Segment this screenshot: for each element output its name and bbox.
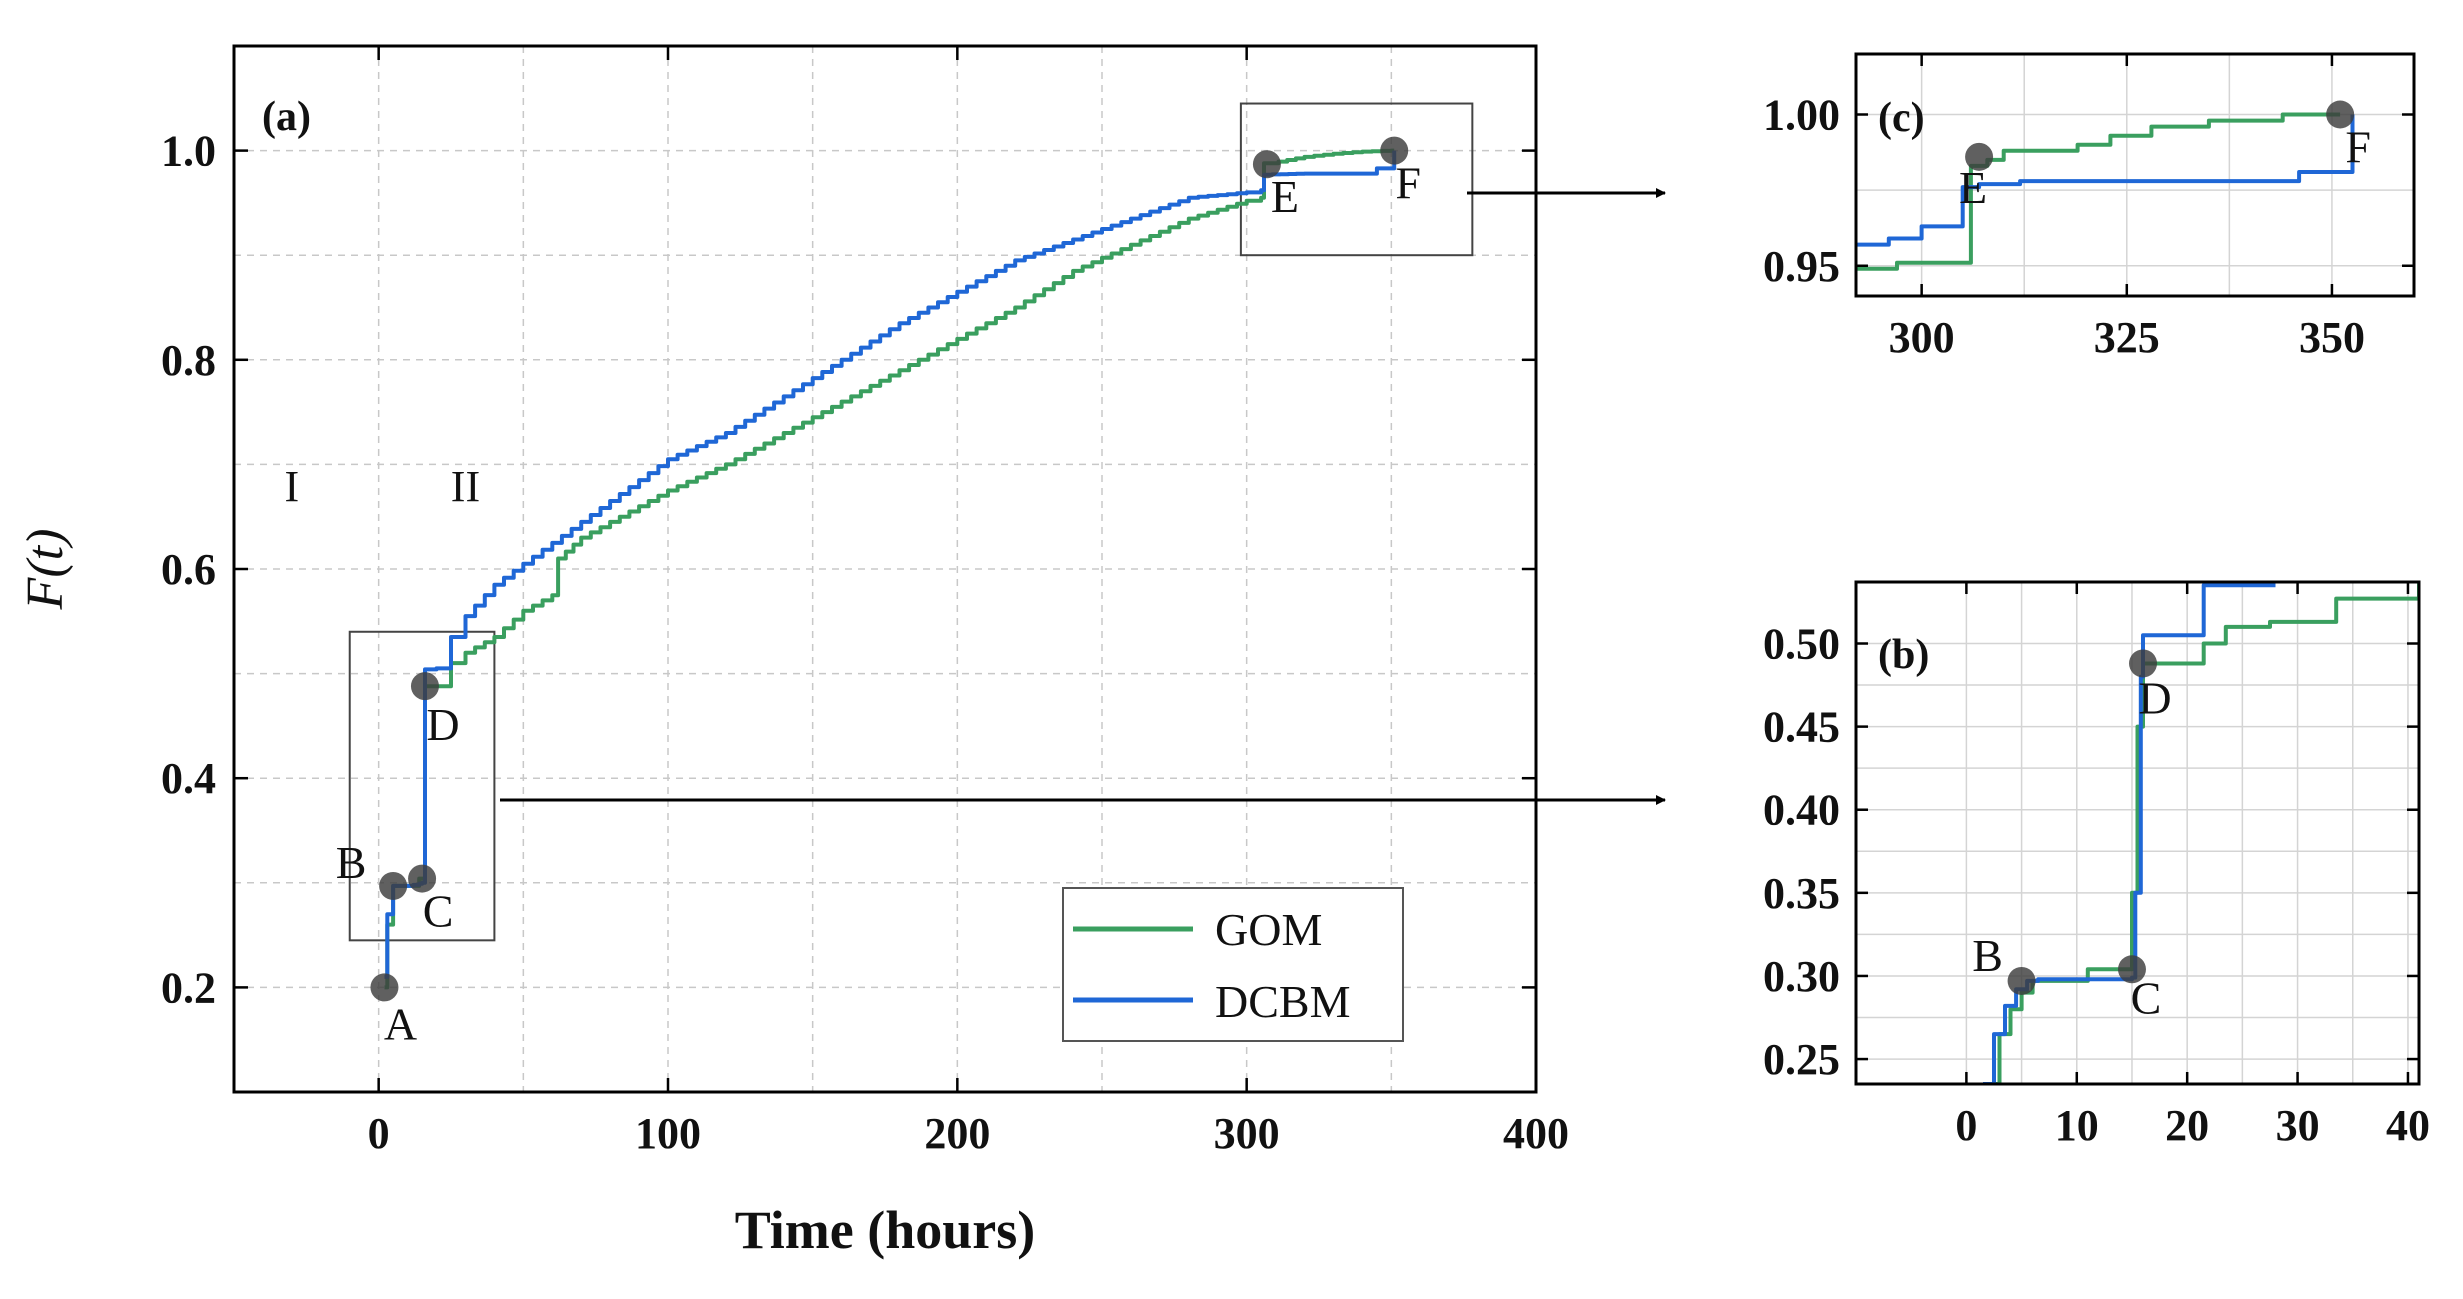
x-tick-label: 0 — [1955, 1101, 1977, 1150]
x-axis-title: Time (hours) — [735, 1200, 1036, 1260]
legend: GOM DCBM — [1062, 887, 1404, 1042]
x-tick-label: 400 — [1503, 1109, 1569, 1158]
y-tick-label: 0.8 — [161, 336, 216, 385]
point-marker-b — [379, 871, 408, 900]
y-tick-label: 1.0 — [161, 127, 216, 176]
point-label-a: A — [384, 998, 417, 1049]
y-tick-label: 0.95 — [1763, 242, 1840, 291]
region-label-ii: II — [451, 462, 480, 511]
inset-c-axes: 300 325 350 0.95 1.00 — [1763, 54, 2414, 362]
y-axis-title-suffix: ) — [17, 529, 74, 549]
x-tick-label: 20 — [2165, 1101, 2209, 1150]
inset-c-dcbm-line — [1856, 114, 2355, 247]
point-label-e: E — [1271, 171, 1299, 222]
panel-b-label: (b) — [1878, 632, 1929, 678]
y-tick-label: 0.35 — [1763, 869, 1840, 918]
point-marker-b — [2007, 966, 2036, 995]
inset-c-grid — [1856, 54, 2414, 296]
point-label-f: F — [1395, 158, 1421, 209]
inset-b-key-points: B C D — [1972, 649, 2172, 1023]
y-tick-label: 1.00 — [1763, 91, 1840, 140]
main-chart-key-points: A B C D E F — [336, 136, 1421, 1049]
x-tick-label: 300 — [1214, 1109, 1280, 1158]
y-tick-label: 0.40 — [1763, 786, 1840, 835]
y-tick-label: 0.45 — [1763, 703, 1840, 752]
gom-series-line — [384, 148, 1395, 990]
panel-c-label: (c) — [1878, 95, 1925, 141]
point-label-f: F — [2345, 122, 2371, 173]
x-tick-label: 10 — [2055, 1101, 2099, 1150]
zoom-boxes — [348, 102, 1474, 942]
point-marker-e — [1965, 142, 1994, 171]
inset-b-frame — [1854, 580, 2421, 1086]
y-tick-label: 0.6 — [161, 545, 216, 594]
y-axis-title-variable: t — [17, 544, 74, 560]
point-marker-c — [2117, 955, 2146, 984]
legend-gom-label: GOM — [1215, 904, 1322, 955]
point-label-d: D — [2138, 672, 2171, 723]
point-marker-c — [408, 864, 437, 893]
x-tick-label: 350 — [2299, 313, 2365, 362]
x-tick-label: 30 — [2276, 1101, 2320, 1150]
inset-b-dcbm-line — [1983, 583, 2276, 1084]
region-label-i: I — [285, 462, 300, 511]
inset-c-gom-line — [1856, 112, 2341, 271]
inset-chart-b: B C D 0 10 20 30 40 0.25 0.30 0.35 0.40 0.45 0.50 (b… — [1763, 580, 2430, 1150]
y-tick-label: 0.4 — [161, 754, 216, 803]
x-tick-label: 0 — [368, 1109, 390, 1158]
y-tick-label: 0.50 — [1763, 620, 1840, 669]
point-label-d: D — [426, 699, 459, 750]
point-label-e: E — [1959, 162, 1987, 213]
point-label-b: B — [1972, 930, 2003, 981]
panel-a-label: (a) — [262, 94, 311, 140]
x-tick-label: 300 — [1889, 313, 1955, 362]
dcbm-series-line — [384, 150, 1397, 979]
zoom-box-b — [348, 630, 496, 942]
point-label-c: C — [423, 886, 454, 937]
point-marker-d — [410, 672, 439, 701]
inset-c-key-points: EF — [1959, 100, 2371, 213]
point-marker-f — [2326, 100, 2355, 129]
zoom-box-c — [1239, 102, 1474, 257]
inset-c-frame — [1854, 52, 2416, 298]
legend-dcbm-label: DCBM — [1215, 976, 1350, 1027]
x-tick-label: 200 — [924, 1109, 990, 1158]
point-label-c: C — [2131, 972, 2162, 1023]
x-tick-label: 40 — [2386, 1101, 2430, 1150]
y-axis-title-prefix: F( — [17, 558, 74, 611]
x-tick-label: 100 — [635, 1109, 701, 1158]
y-tick-label: 0.2 — [161, 963, 216, 1012]
inset-b-gom-line — [1988, 582, 2419, 1084]
main-chart-axes: 0 100 200 300 400 0.2 0.4 0.6 0.8 1.0 — [161, 46, 1569, 1158]
point-marker-a — [370, 973, 399, 1002]
y-tick-label: 0.30 — [1763, 952, 1840, 1001]
inset-b-grid — [1856, 582, 2419, 1084]
point-marker-d — [2129, 649, 2158, 678]
y-axis-title: F(t) — [17, 529, 74, 611]
point-label-b: B — [336, 837, 367, 888]
point-marker-e — [1252, 150, 1281, 179]
inset-b-axes: 0 10 20 30 40 0.25 0.30 0.35 0.40 0.45 0.50 — [1763, 582, 2430, 1150]
x-tick-label: 325 — [2094, 313, 2160, 362]
point-marker-f — [1380, 136, 1409, 165]
legend-box — [1062, 887, 1404, 1042]
y-tick-label: 0.25 — [1763, 1035, 1840, 1084]
